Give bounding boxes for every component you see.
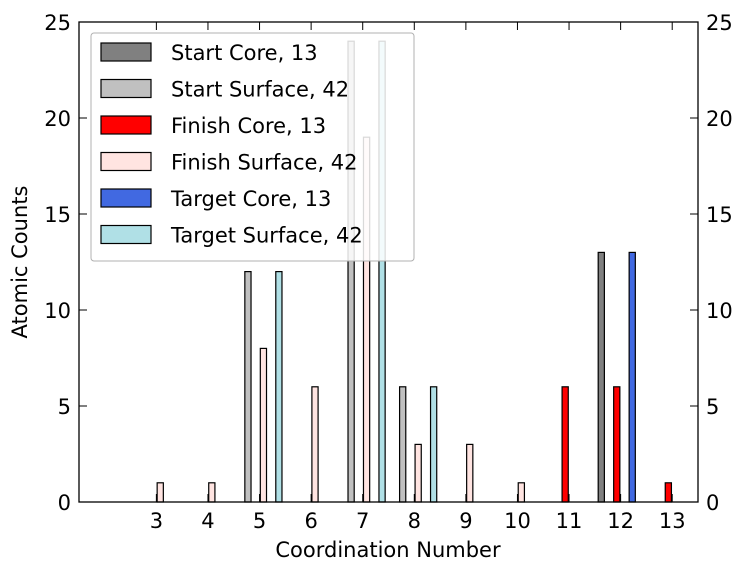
legend-swatch (100, 78, 152, 99)
y-tick-label-right: 10 (706, 299, 733, 323)
bar (208, 482, 216, 503)
legend-item: Target Core, 13 (100, 187, 331, 211)
y-tick-label-right: 25 (706, 11, 733, 35)
x-tick-label: 7 (356, 509, 369, 533)
bars-layer (156, 40, 673, 503)
x-tick-label: 5 (253, 509, 266, 533)
legend-swatch (100, 115, 152, 135)
bar (311, 386, 319, 503)
legend-label: Start Core, 13 (171, 41, 318, 65)
y-tick-label-right: 20 (706, 107, 733, 131)
legend-label: Finish Surface, 42 (171, 151, 358, 175)
legend-label: Start Surface, 42 (171, 78, 349, 102)
legend-label: Finish Core, 13 (171, 114, 326, 138)
x-axis-title: Coordination Number (275, 538, 501, 562)
x-tick-label: 12 (607, 509, 634, 533)
x-tick-label: 6 (304, 509, 317, 533)
legend: Start Core, 13 Start Surface, 42 Finish Co… (90, 32, 415, 262)
y-tick-label-left: 10 (44, 299, 71, 323)
x-tick-label: 13 (659, 509, 686, 533)
legend-box (90, 32, 415, 262)
x-tick-label: 10 (504, 509, 531, 533)
legend-item: Start Surface, 42 (100, 78, 349, 102)
y-tick-label-right: 15 (706, 203, 733, 227)
legend-item: Finish Core, 13 (100, 114, 326, 138)
y-axis-title: Atomic Counts (8, 186, 32, 339)
bar (517, 482, 526, 503)
bar (244, 271, 252, 503)
series-3 (561, 386, 673, 503)
y-tick-label-left: 0 (58, 491, 71, 515)
bar (597, 251, 605, 503)
bar (613, 386, 621, 503)
y-tick-label-left: 5 (58, 395, 71, 419)
series-4 (156, 136, 526, 503)
ticks-layer: 0 0 5 5 10 10 15 15 20 20 25 25 3 4 5 6 7 8 9 10 11 12 13 (44, 11, 732, 533)
legend-label: Target Surface, 42 (170, 224, 363, 248)
y-tick-label-left: 20 (44, 107, 71, 131)
bar (628, 251, 636, 503)
x-tick-label: 8 (408, 509, 421, 533)
y-tick-label-left: 25 (44, 11, 71, 35)
bar (466, 443, 474, 503)
x-tick-label: 4 (201, 509, 214, 533)
bar (664, 482, 673, 503)
legend-item: Target Surface, 42 (100, 224, 363, 248)
y-tick-label-right: 5 (706, 395, 719, 419)
legend-swatch (100, 188, 152, 208)
bar (398, 386, 407, 503)
y-tick-label-left: 15 (44, 203, 71, 227)
bar (561, 386, 569, 503)
bar (156, 482, 164, 503)
legend-label: Target Core, 13 (170, 187, 331, 211)
series-1 (597, 251, 605, 503)
plot-frame (78, 21, 699, 503)
y-tick-label-right: 0 (706, 491, 719, 515)
legend-item: Finish Surface, 42 (100, 151, 358, 175)
series-5 (628, 251, 636, 503)
legend-swatch (100, 42, 152, 62)
bar (429, 386, 438, 503)
legend-swatch (100, 224, 152, 245)
bar (275, 271, 283, 503)
legend-item: Start Core, 13 (100, 41, 318, 65)
x-tick-label: 9 (459, 509, 472, 533)
legend-swatch (100, 151, 152, 172)
bar (414, 443, 422, 503)
x-tick-label: 11 (556, 509, 583, 533)
x-tick-label: 3 (150, 509, 163, 533)
bar (259, 347, 268, 503)
axes-layer (78, 21, 699, 503)
